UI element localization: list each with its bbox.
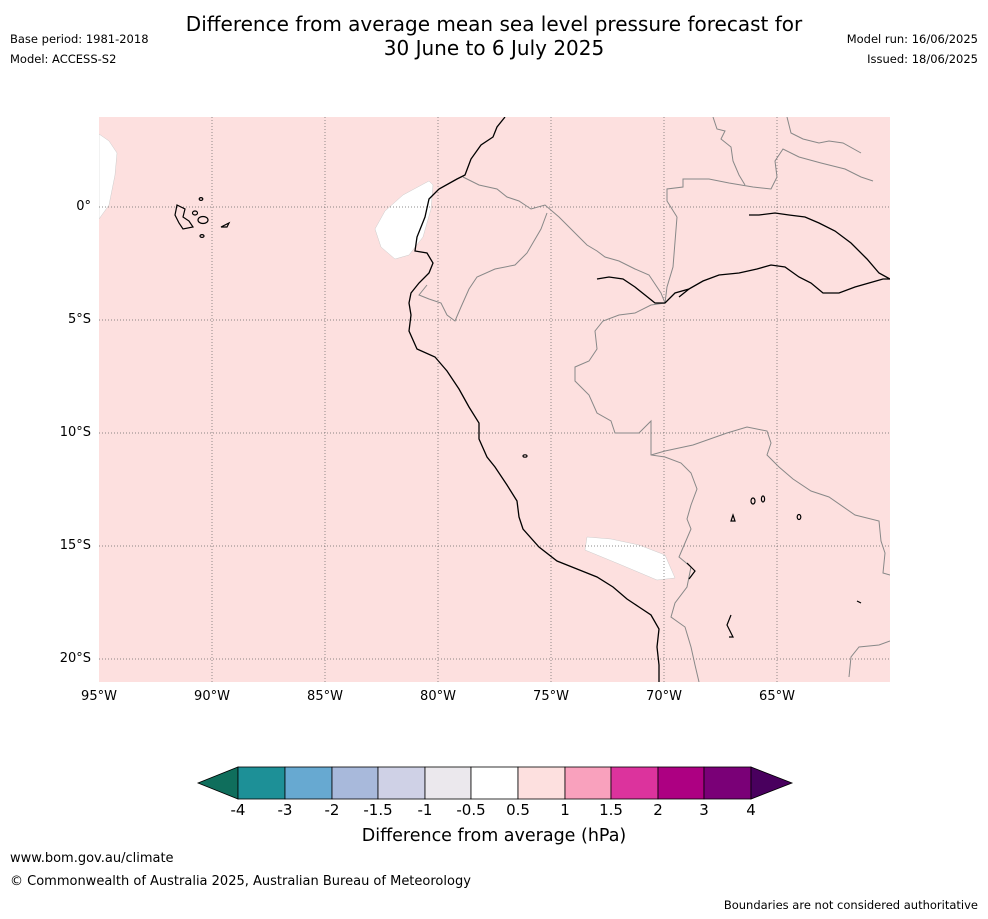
colorbar-extend-high <box>750 766 794 800</box>
white-patch-west <box>99 133 118 220</box>
colorbar-swatch <box>331 766 379 800</box>
base-period: Base period: 1981-2018 <box>10 32 149 46</box>
issued-date: Issued: 18/06/2025 <box>867 52 978 66</box>
white-patch-peru <box>584 536 676 581</box>
map-title: Difference from average mean sea level p… <box>0 12 988 60</box>
model-run: Model run: 16/06/2025 <box>846 32 978 46</box>
lat-label-15s: 15°S <box>59 538 91 553</box>
colorbar-tick: 1.5 <box>599 801 623 819</box>
colorbar-tick: -2 <box>324 801 340 819</box>
colorbar-tick: 3 <box>699 801 709 819</box>
colorbar-swatch <box>517 766 566 800</box>
colorbar-caption: Difference from average (hPa) <box>361 826 627 846</box>
disclaimer-text: Boundaries are not considered authoritat… <box>723 898 978 912</box>
model-name: Model: ACCESS-S2 <box>10 52 117 66</box>
colorbar-tick: -4 <box>230 801 246 819</box>
colorbar-tick: 4 <box>746 801 756 819</box>
lon-label-90w: 90°W <box>194 689 230 704</box>
colorbar-extend-low <box>196 766 239 800</box>
lon-label-65w: 65°W <box>759 689 795 704</box>
white-patch-ecuador <box>374 180 434 260</box>
country-borders <box>418 117 890 682</box>
colorbar-swatch <box>610 766 659 800</box>
colorbar-tick: -1 <box>417 801 433 819</box>
anomaly-fill <box>99 117 890 682</box>
lat-label-10s: 10°S <box>59 425 91 440</box>
lat-label-5s: 5°S <box>67 312 91 327</box>
lon-label-70w: 70°W <box>646 689 682 704</box>
lat-label-20s: 20°S <box>59 651 91 666</box>
lon-label-95w: 95°W <box>81 689 117 704</box>
lon-label-80w: 80°W <box>420 689 456 704</box>
graticule <box>99 117 890 682</box>
colorbar-swatch <box>424 766 472 800</box>
meta-right: Model run: 16/06/2025 Issued: 18/06/2025 <box>847 29 978 69</box>
map-panel <box>99 117 890 682</box>
meta-left: Base period: 1981-2018 Model: ACCESS-S2 <box>10 29 149 69</box>
copyright-text: © Commonwealth of Australia 2025, Austra… <box>10 874 471 889</box>
colorbar <box>196 766 794 800</box>
colorbar-tick: -3 <box>277 801 293 819</box>
title-line-1: Difference from average mean sea level p… <box>185 12 803 36</box>
colorbar-swatch <box>377 766 426 800</box>
colorbar-tick: 0.5 <box>506 801 530 819</box>
colorbar-swatch <box>470 766 519 800</box>
colorbar-swatch <box>657 766 705 800</box>
lon-label-75w: 75°W <box>533 689 569 704</box>
islands <box>174 196 862 638</box>
colorbar-tick: 2 <box>653 801 663 819</box>
colorbar-swatch <box>703 766 752 800</box>
lon-label-85w: 85°W <box>307 689 343 704</box>
lat-label-0: 0° <box>76 199 91 214</box>
colorbar-tick: 1 <box>560 801 570 819</box>
colorbar-tick: -0.5 <box>456 801 486 819</box>
colorbar-swatch <box>237 766 286 800</box>
title-line-2: 30 June to 6 July 2025 <box>383 36 605 60</box>
colorbar-swatch <box>564 766 612 800</box>
colorbar-swatch <box>284 766 333 800</box>
website-link[interactable]: www.bom.gov.au/climate <box>10 851 174 866</box>
coastlines <box>408 117 890 682</box>
colorbar-tick: -1.5 <box>363 801 393 819</box>
